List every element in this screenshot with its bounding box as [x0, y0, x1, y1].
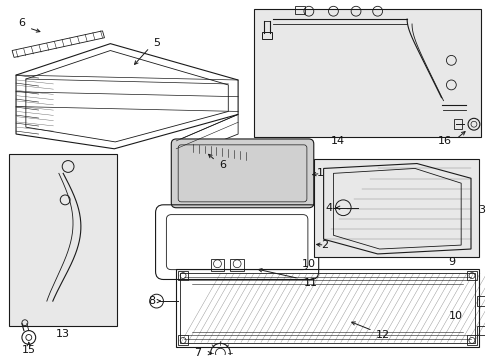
- Bar: [476, 296, 484, 306]
- Text: 4: 4: [325, 203, 331, 213]
- Bar: [210, 259, 224, 271]
- Text: 15: 15: [22, 345, 36, 355]
- Text: 3: 3: [477, 205, 484, 215]
- Text: 5: 5: [153, 38, 160, 48]
- Bar: [466, 336, 476, 345]
- Bar: [476, 326, 484, 336]
- FancyBboxPatch shape: [171, 139, 313, 208]
- Text: 10: 10: [448, 311, 462, 321]
- Text: 6: 6: [19, 18, 25, 28]
- Bar: [313, 159, 478, 257]
- Bar: [253, 9, 480, 137]
- Bar: [9, 154, 117, 326]
- Bar: [180, 273, 474, 343]
- Bar: [178, 336, 187, 345]
- Bar: [176, 269, 478, 347]
- Text: 13: 13: [56, 329, 70, 338]
- Text: 12: 12: [375, 330, 389, 341]
- Text: 16: 16: [437, 136, 450, 146]
- Bar: [230, 259, 244, 271]
- Bar: [453, 119, 461, 129]
- Bar: [261, 32, 271, 39]
- Text: 8: 8: [148, 296, 155, 306]
- Text: 9: 9: [447, 257, 454, 267]
- Text: 10: 10: [301, 259, 315, 269]
- Text: 11: 11: [303, 278, 317, 288]
- Text: 14: 14: [330, 136, 345, 146]
- Text: 2: 2: [320, 240, 327, 250]
- Text: 1: 1: [317, 168, 324, 178]
- Bar: [178, 271, 187, 280]
- Bar: [466, 271, 476, 280]
- Text: 7: 7: [194, 348, 201, 358]
- Bar: [294, 6, 305, 14]
- Text: 6: 6: [219, 161, 225, 171]
